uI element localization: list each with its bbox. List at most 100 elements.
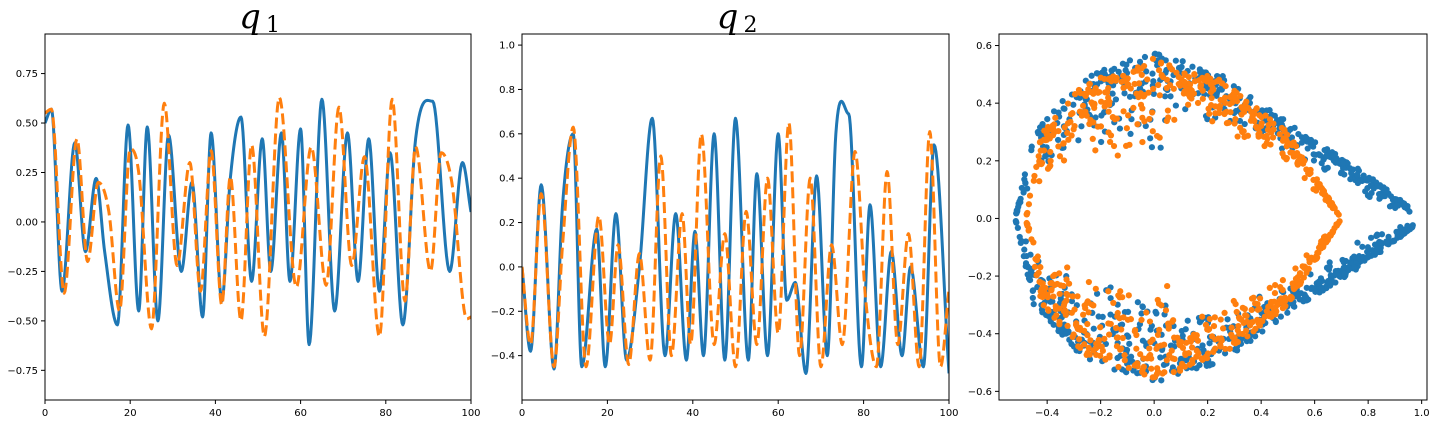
- scatter-point: [1075, 137, 1082, 144]
- scatter-point: [1331, 205, 1338, 212]
- x-tick-label: 100: [461, 408, 480, 419]
- scatter-point: [1125, 112, 1132, 119]
- scatter-point: [1248, 295, 1256, 302]
- y-tick-label: 0.2: [499, 218, 515, 229]
- scatter-point: [1133, 90, 1140, 97]
- scatter-point: [1150, 85, 1157, 92]
- y-tick-label: −0.75: [7, 366, 38, 377]
- scatter-point: [1170, 368, 1177, 376]
- scatter-point: [1105, 288, 1112, 295]
- scatter-point: [1364, 244, 1371, 251]
- scatter-point: [1263, 132, 1270, 139]
- scatter-point: [1023, 211, 1030, 218]
- scatter-point: [1142, 122, 1149, 130]
- scatter-point: [1113, 74, 1120, 82]
- scatter-point: [1062, 330, 1070, 337]
- scatter-point: [1241, 108, 1248, 116]
- scatter-point: [1015, 203, 1022, 211]
- scatter-point: [1134, 360, 1141, 367]
- scatter-point: [1230, 339, 1238, 346]
- scatter-point: [1162, 307, 1170, 314]
- scatter-point: [1189, 63, 1196, 70]
- scatter-point: [1105, 108, 1112, 115]
- scatter-point: [1098, 98, 1105, 105]
- scatter-point: [1269, 134, 1277, 141]
- x-tick-label: −0.2: [1089, 408, 1113, 419]
- scatter-point: [1315, 278, 1322, 285]
- scatter-point: [1325, 197, 1332, 204]
- scatter-point: [1092, 285, 1099, 292]
- scatter-point: [1247, 337, 1254, 344]
- scatter-point: [1098, 138, 1105, 146]
- scatter-point: [1277, 284, 1284, 291]
- scatter-point: [1210, 86, 1217, 93]
- scatter-point: [1265, 121, 1272, 129]
- scatter-point: [1092, 345, 1100, 352]
- y-tick-label: −0.2: [968, 272, 992, 283]
- scatter-point: [1092, 114, 1099, 121]
- scatter-point: [1163, 76, 1171, 83]
- scatter-point: [1094, 89, 1102, 96]
- scatter-point: [1258, 120, 1265, 127]
- series-line-solid: [522, 99, 949, 375]
- scatter-point: [1175, 80, 1182, 88]
- scatter-point: [1340, 259, 1347, 266]
- scatter-point: [1118, 345, 1125, 352]
- scatter-point: [1222, 83, 1229, 90]
- scatter-point: [1055, 128, 1062, 135]
- scatter-point: [1244, 132, 1252, 139]
- scatter-point: [1060, 157, 1068, 164]
- scatter-point: [1354, 239, 1361, 246]
- scatter-point: [1193, 332, 1200, 339]
- scatter-point: [1027, 251, 1034, 258]
- scatter-point: [1153, 345, 1160, 352]
- scatter-point: [1076, 336, 1083, 343]
- scatter-point: [1158, 377, 1165, 384]
- scatter-point: [1042, 153, 1049, 160]
- x-tick-label: 0.2: [1200, 408, 1216, 419]
- y-tick-label: 0.00: [16, 217, 38, 228]
- y-tick-label: 0.4: [976, 99, 992, 110]
- scatter-point: [1137, 351, 1144, 358]
- scatter-point: [1376, 191, 1383, 198]
- scatter-point: [1148, 355, 1155, 362]
- scatter-point: [1080, 311, 1087, 318]
- scatter-point: [1125, 364, 1132, 372]
- scatter-point: [1383, 238, 1390, 245]
- scatter-point: [1025, 201, 1033, 208]
- scatter-point: [1401, 200, 1408, 207]
- scatter-point: [1115, 363, 1122, 371]
- scatter-point: [1233, 347, 1241, 354]
- scatter-point: [1261, 142, 1268, 150]
- scatter-point: [1282, 297, 1289, 304]
- scatter-point: [1030, 301, 1037, 308]
- scatter-point: [1211, 314, 1218, 321]
- scatter-point: [1245, 105, 1252, 112]
- scatter-point: [1105, 320, 1112, 327]
- scatter-point: [1230, 297, 1237, 305]
- scatter-point: [1107, 75, 1114, 82]
- scatter-point: [1013, 210, 1020, 217]
- scatter-point: [1243, 312, 1250, 320]
- scatter-point: [1068, 340, 1075, 348]
- scatter-point: [1136, 85, 1144, 92]
- scatter-point: [1277, 117, 1284, 125]
- scatter-point: [1222, 345, 1229, 353]
- scatter-point: [1217, 316, 1224, 323]
- scatter-point: [1283, 156, 1290, 163]
- scatter-point: [1055, 143, 1062, 150]
- scatter-point: [1141, 118, 1148, 125]
- scatter-point: [1020, 186, 1027, 193]
- scatter-point: [1406, 208, 1413, 215]
- scatter-point: [1062, 308, 1070, 315]
- scatter-point: [1087, 337, 1094, 344]
- scatter-point: [1351, 264, 1358, 271]
- scatter-point: [1123, 142, 1130, 149]
- scatter-point: [1292, 152, 1299, 159]
- scatter-point: [1033, 272, 1040, 279]
- scatter-point: [1373, 245, 1381, 252]
- scatter-point: [1088, 72, 1095, 79]
- scatter-point: [1079, 102, 1087, 109]
- plot-series: [1012, 50, 1416, 384]
